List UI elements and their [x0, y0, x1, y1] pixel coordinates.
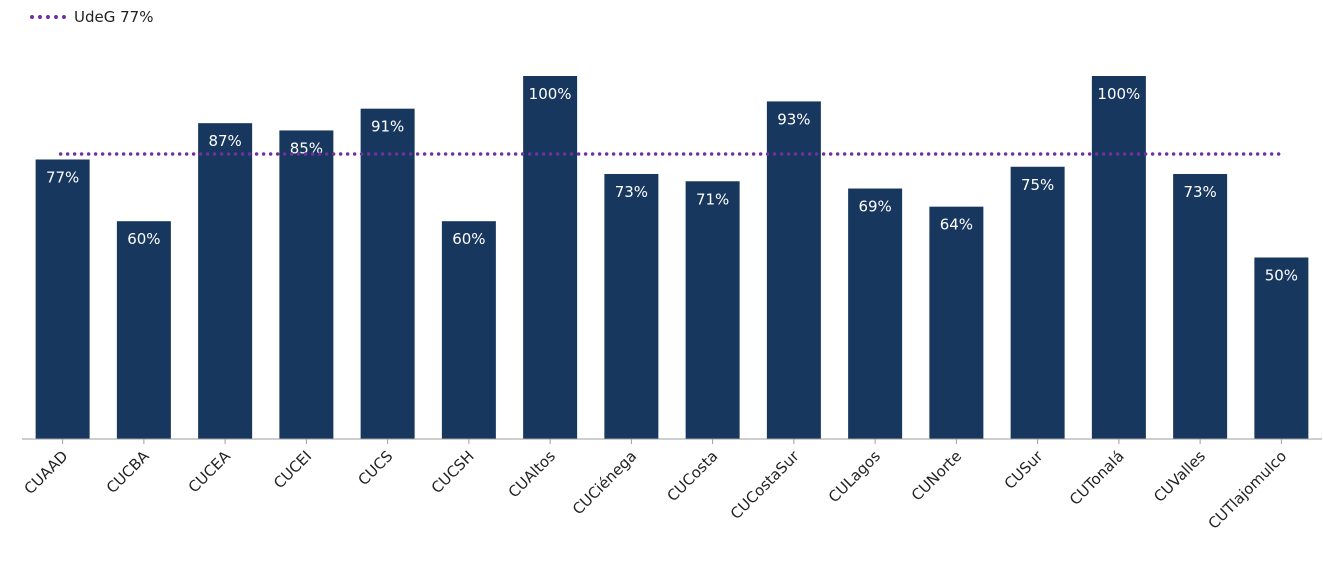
bar-cucsh: [441, 221, 496, 439]
bar-value-label: 100%: [1097, 85, 1140, 103]
bar-value-label: 91%: [371, 118, 404, 136]
x-tick-label: CUCostaSur: [727, 447, 803, 523]
bar-cunorte: [929, 206, 984, 439]
x-tick-label: CUSur: [1001, 447, 1047, 493]
bar-cutonalá: [1091, 76, 1146, 439]
x-tick-label: CUCBA: [103, 447, 153, 497]
x-tick-label: CUCEI: [270, 447, 315, 492]
x-tick-label: CUAAD: [21, 447, 72, 498]
bar-value-label: 60%: [127, 230, 160, 248]
bar-value-label: 75%: [1021, 176, 1054, 194]
x-tick-label: CUCEA: [185, 447, 235, 497]
bar-value-label: 100%: [529, 85, 572, 103]
bar-value-label: 71%: [696, 190, 729, 208]
bar-cuaad: [35, 159, 90, 440]
legend-swatch-reference-line: [30, 15, 66, 19]
x-tick-label: CUTonalá: [1066, 447, 1128, 509]
legend-label: UdeG 77%: [74, 8, 154, 26]
bar-value-label: 93%: [777, 110, 810, 128]
bar-value-label: 87%: [208, 132, 241, 150]
x-tick-label: CUCSH: [428, 447, 478, 497]
x-tick-label: CUCS: [354, 447, 396, 489]
bar-cualtos: [523, 76, 578, 439]
bar-cucei: [279, 130, 334, 439]
legend: UdeG 77%: [30, 6, 153, 28]
bar-value-label: 73%: [1183, 183, 1216, 201]
x-tick-label: CUNorte: [908, 447, 965, 504]
bar-cucosta: [685, 181, 740, 439]
x-tick-label: CUTlajomulco: [1205, 447, 1291, 533]
bar-cuciénega: [604, 174, 659, 439]
bar-value-label: 77%: [46, 168, 79, 186]
x-tick-label: CULagos: [825, 447, 884, 506]
bar-cusur: [1010, 166, 1065, 439]
bar-cucs: [360, 108, 415, 440]
bar-value-label: 73%: [615, 183, 648, 201]
bar-cutlajomulco: [1254, 257, 1309, 439]
bar-value-label: 60%: [452, 230, 485, 248]
bar-cucea: [198, 123, 253, 439]
bar-cucostasur: [766, 101, 821, 439]
bar-cucba: [116, 221, 171, 439]
bar-value-label: 50%: [1265, 267, 1298, 285]
bar-cuvalles: [1173, 174, 1228, 439]
x-tick-label: CUValles: [1150, 447, 1209, 506]
bar-culagos: [848, 188, 903, 439]
x-tick-label: CUAltos: [505, 447, 559, 501]
x-tick-label: CUCiénega: [569, 447, 640, 518]
bar-value-label: 69%: [858, 198, 891, 216]
x-tick-label: CUCosta: [663, 447, 721, 505]
bar-value-label: 64%: [940, 216, 973, 234]
